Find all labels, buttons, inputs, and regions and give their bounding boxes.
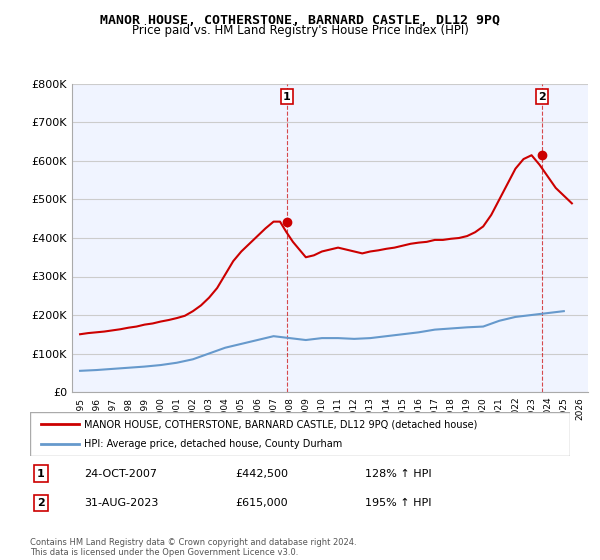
Text: Contains HM Land Registry data © Crown copyright and database right 2024.
This d: Contains HM Land Registry data © Crown c… [30, 538, 356, 557]
Text: £615,000: £615,000 [235, 498, 288, 508]
Text: Price paid vs. HM Land Registry's House Price Index (HPI): Price paid vs. HM Land Registry's House … [131, 24, 469, 37]
Text: 24-OCT-2007: 24-OCT-2007 [84, 469, 157, 479]
Text: MANOR HOUSE, COTHERSTONE, BARNARD CASTLE, DL12 9PQ: MANOR HOUSE, COTHERSTONE, BARNARD CASTLE… [100, 14, 500, 27]
Text: 2: 2 [37, 498, 44, 508]
Text: 2: 2 [538, 92, 546, 102]
Text: 31-AUG-2023: 31-AUG-2023 [84, 498, 158, 508]
Text: HPI: Average price, detached house, County Durham: HPI: Average price, detached house, Coun… [84, 439, 342, 449]
Text: 195% ↑ HPI: 195% ↑ HPI [365, 498, 431, 508]
Text: 1: 1 [283, 92, 290, 102]
FancyBboxPatch shape [30, 412, 570, 456]
Text: 128% ↑ HPI: 128% ↑ HPI [365, 469, 431, 479]
Text: 1: 1 [37, 469, 44, 479]
Text: £442,500: £442,500 [235, 469, 288, 479]
Text: MANOR HOUSE, COTHERSTONE, BARNARD CASTLE, DL12 9PQ (detached house): MANOR HOUSE, COTHERSTONE, BARNARD CASTLE… [84, 419, 478, 429]
